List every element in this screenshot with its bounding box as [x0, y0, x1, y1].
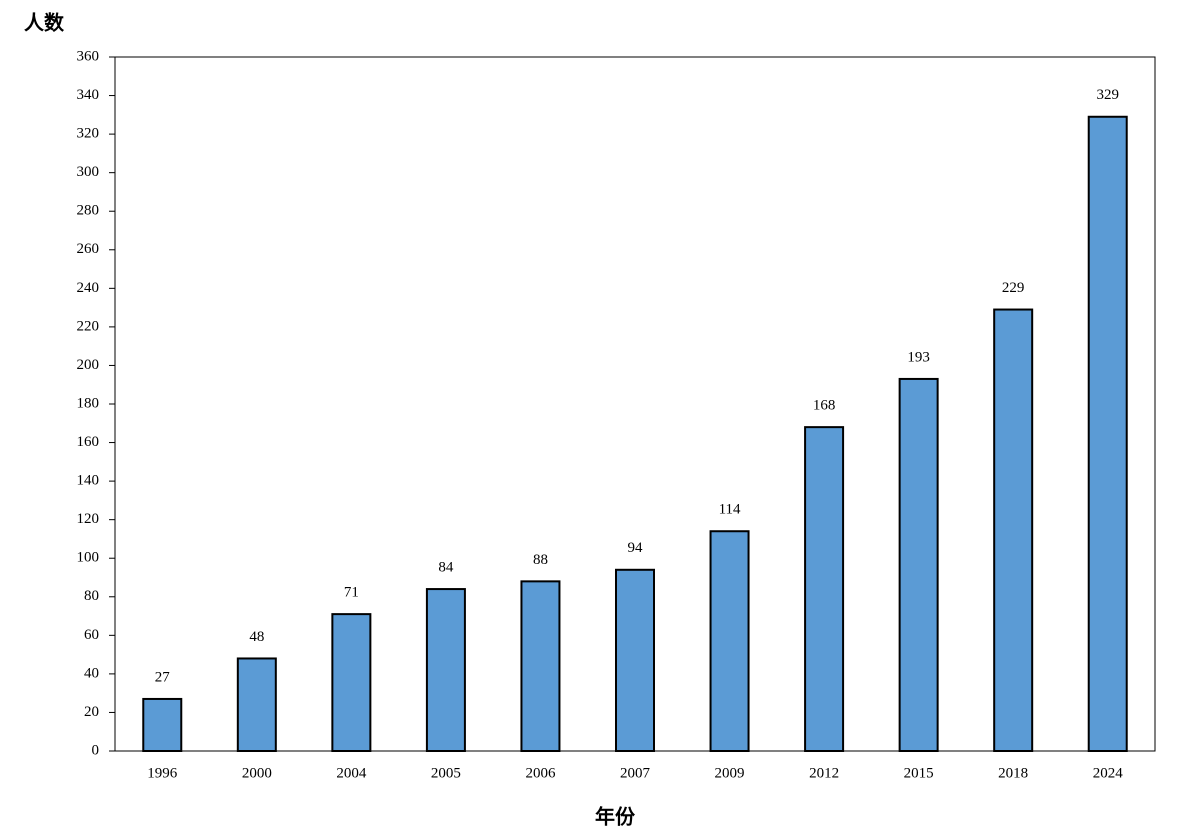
data-label: 48 [249, 629, 264, 645]
data-label: 88 [533, 552, 548, 568]
y-tick-label: 320 [77, 126, 100, 142]
bar [236, 657, 277, 753]
x-axis-title: 年份 [595, 805, 636, 829]
data-label: 27 [155, 669, 171, 685]
y-tick-label: 0 [92, 742, 100, 758]
bar [615, 568, 655, 752]
y-axis-title: 人数 [24, 11, 65, 35]
bar [993, 308, 1034, 752]
y-tick-label: 140 [77, 473, 100, 489]
data-label: 94 [628, 540, 644, 556]
x-tick-label: 2018 [998, 765, 1028, 781]
x-tick-label: 2009 [715, 765, 745, 781]
y-tick-label: 200 [77, 357, 100, 373]
data-label: 84 [438, 560, 454, 576]
y-tick-label: 240 [77, 280, 100, 296]
y-tick-label: 40 [84, 665, 99, 681]
y-tick-label: 220 [77, 318, 100, 334]
data-label: 114 [719, 502, 741, 518]
bar [709, 530, 750, 752]
x-tick-label: 2004 [336, 765, 367, 781]
x-tick-label: 2024 [1093, 765, 1124, 781]
x-tick-label: 2015 [904, 765, 934, 781]
y-tick-label: 360 [77, 48, 100, 64]
bar [1087, 115, 1128, 752]
y-tick-label: 60 [84, 627, 99, 643]
bar [142, 697, 183, 753]
x-tick-label: 2012 [809, 765, 839, 781]
bar [331, 613, 372, 753]
y-tick-label: 160 [77, 434, 100, 450]
data-label: 193 [907, 349, 930, 365]
y-tick-label: 20 [84, 704, 99, 720]
y-tick-label: 340 [77, 87, 100, 103]
data-label: 329 [1096, 87, 1119, 103]
y-tick-label: 80 [84, 588, 99, 604]
y-tick-label: 180 [77, 395, 100, 411]
data-label: 229 [1002, 280, 1025, 296]
bar [520, 580, 561, 752]
x-tick-label: 2005 [431, 765, 461, 781]
x-tick-label: 2000 [242, 765, 272, 781]
y-tick-label: 280 [77, 203, 100, 219]
x-tick-label: 1996 [147, 765, 178, 781]
x-tick-label: 2007 [620, 765, 651, 781]
data-label: 71 [344, 585, 359, 601]
y-tick-label: 100 [77, 550, 100, 566]
y-tick-label: 120 [77, 511, 100, 527]
y-tick-label: 300 [77, 164, 100, 180]
bar [898, 377, 939, 752]
bar [425, 588, 466, 752]
bar [804, 426, 845, 752]
x-tick-label: 2006 [525, 765, 556, 781]
data-label: 168 [813, 398, 836, 414]
y-tick-label: 260 [77, 241, 100, 257]
